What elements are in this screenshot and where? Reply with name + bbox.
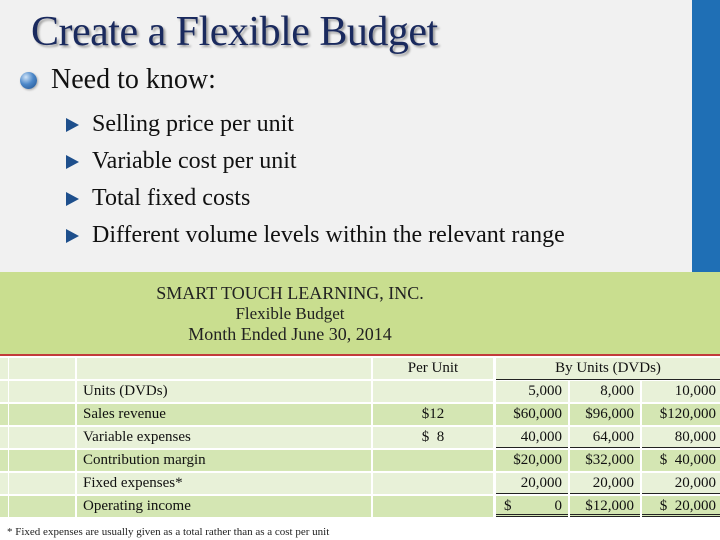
triangle-bullet-icon bbox=[66, 154, 79, 169]
value-5000: $ 0 bbox=[496, 496, 568, 517]
sub-bullet: Selling price per unit bbox=[66, 106, 565, 143]
table-row: Sales revenue $12 $60,000 $96,000 $120,0… bbox=[0, 403, 720, 426]
row-label: Fixed expenses* bbox=[77, 473, 371, 494]
value-5000: 5,000 bbox=[496, 381, 568, 402]
per-unit-header: Per Unit bbox=[373, 358, 493, 379]
main-bullet: Need to know: bbox=[20, 64, 216, 96]
by-units-header: By Units (DVDs) bbox=[496, 358, 720, 380]
value-text: 0 bbox=[554, 498, 563, 514]
slide-title: Create a Flexible Budget bbox=[31, 9, 438, 55]
value-10000: 20,000 bbox=[642, 473, 720, 494]
report-period: Month Ended June 30, 2014 bbox=[188, 324, 392, 344]
value-8000: $12,000 bbox=[570, 496, 640, 517]
row-label: Units (DVDs) bbox=[77, 381, 371, 402]
value-5000: 20,000 bbox=[496, 473, 568, 494]
value-8000: 8,000 bbox=[570, 381, 640, 402]
per-unit-value bbox=[373, 496, 493, 517]
currency-sign: $ bbox=[504, 498, 512, 514]
value-10000: 10,000 bbox=[642, 381, 720, 402]
row-label: Variable expenses bbox=[77, 427, 371, 448]
value-8000: 20,000 bbox=[570, 473, 640, 494]
per-unit-value bbox=[373, 381, 493, 402]
accent-bar bbox=[692, 0, 720, 272]
value-5000: 40,000 bbox=[496, 427, 568, 448]
triangle-bullet-icon bbox=[66, 228, 79, 243]
triangle-bullet-icon bbox=[66, 191, 79, 206]
value-5000: $20,000 bbox=[496, 450, 568, 471]
sub-bullet-text: Different volume levels within the relev… bbox=[92, 222, 565, 248]
sub-bullet-text: Variable cost per unit bbox=[92, 148, 297, 174]
table-row: Variable expenses $ 8 40,000 64,000 80,0… bbox=[0, 426, 720, 449]
heading-rule bbox=[0, 354, 720, 356]
table-row: Operating income $ 0 $12,000 $ 20,000 bbox=[0, 495, 720, 518]
footnote: * Fixed expenses are usually given as a … bbox=[7, 526, 330, 538]
table-heading: SMART TOUCH LEARNING, INC. Flexible Budg… bbox=[0, 272, 720, 354]
value-10000: 80,000 bbox=[642, 427, 720, 448]
value-10000: $ 40,000 bbox=[642, 450, 720, 471]
value-10000: $ 20,000 bbox=[642, 496, 720, 517]
column-header-row: Per Unit By Units (DVDs) bbox=[0, 357, 720, 380]
report-name: Flexible Budget bbox=[235, 304, 345, 323]
table-row: Contribution margin $20,000 $32,000 $ 40… bbox=[0, 449, 720, 472]
value-8000: $96,000 bbox=[570, 404, 640, 425]
sub-bullet: Different volume levels within the relev… bbox=[66, 217, 565, 254]
bullet-orb-icon bbox=[20, 71, 37, 89]
sub-bullet-text: Selling price per unit bbox=[92, 111, 294, 137]
value-10000: $120,000 bbox=[642, 404, 720, 425]
main-bullet-text: Need to know: bbox=[51, 64, 216, 95]
table-row: Fixed expenses* 20,000 20,000 20,000 bbox=[0, 472, 720, 495]
per-unit-value: $ 8 bbox=[373, 427, 493, 448]
value-8000: 64,000 bbox=[570, 427, 640, 448]
row-label: Contribution margin bbox=[77, 450, 371, 471]
value-5000: $60,000 bbox=[496, 404, 568, 425]
per-unit-value bbox=[373, 450, 493, 471]
per-unit-value bbox=[373, 473, 493, 494]
sub-bullet-list: Selling price per unit Variable cost per… bbox=[66, 106, 565, 254]
company-name: SMART TOUCH LEARNING, INC. bbox=[156, 283, 424, 303]
flexible-budget-table: SMART TOUCH LEARNING, INC. Flexible Budg… bbox=[0, 272, 720, 540]
table-row: Units (DVDs) 5,000 8,000 10,000 bbox=[0, 380, 720, 403]
sub-bullet-text: Total fixed costs bbox=[92, 185, 251, 211]
value-8000: $32,000 bbox=[570, 450, 640, 471]
per-unit-value: $12 bbox=[373, 404, 493, 425]
triangle-bullet-icon bbox=[66, 117, 79, 132]
row-label: Sales revenue bbox=[77, 404, 371, 425]
sub-bullet: Variable cost per unit bbox=[66, 143, 565, 180]
sub-bullet: Total fixed costs bbox=[66, 180, 565, 217]
row-label: Operating income bbox=[77, 496, 371, 517]
